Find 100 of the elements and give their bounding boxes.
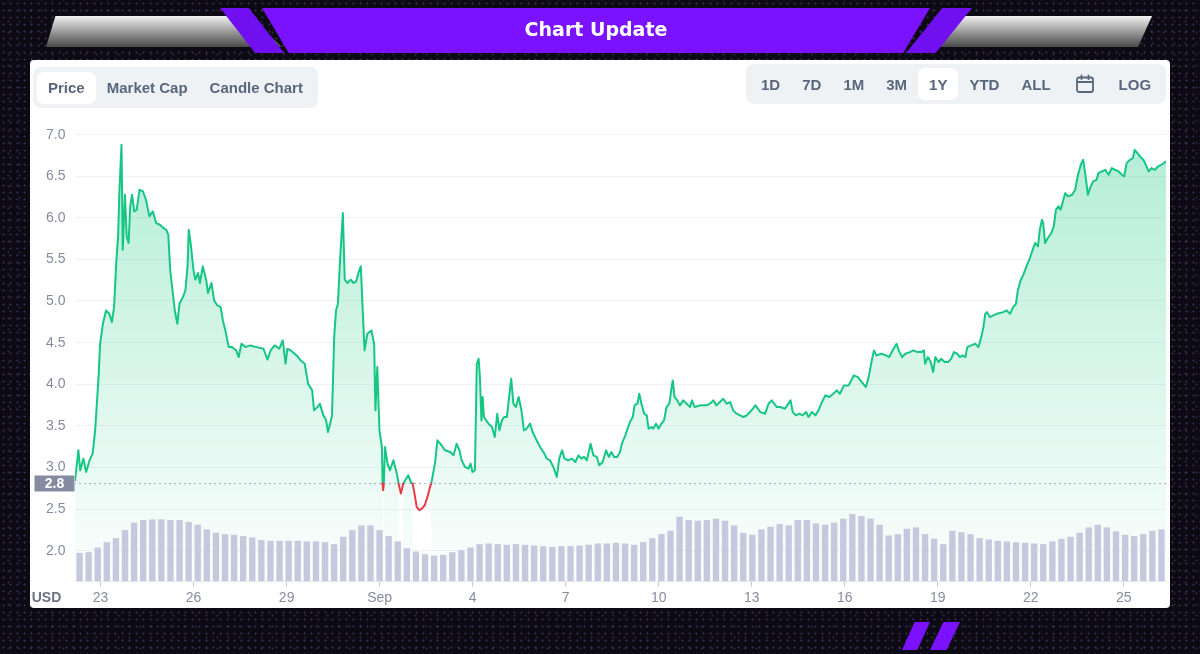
x-tick-label: 29 <box>278 588 295 605</box>
bar <box>821 524 829 581</box>
bar <box>140 520 147 581</box>
tab-button[interactable]: Price <box>37 71 96 104</box>
bar <box>930 538 938 581</box>
y-tick-label: 6.0 <box>46 208 66 225</box>
range-button[interactable]: LOG <box>1107 68 1163 100</box>
bar <box>258 540 265 581</box>
y-tick-label: 4.5 <box>46 333 66 350</box>
bar <box>394 541 401 581</box>
bar <box>1112 531 1120 581</box>
bar <box>458 550 465 581</box>
bar <box>594 543 601 581</box>
bar <box>130 522 138 581</box>
bar <box>112 538 120 581</box>
bar <box>403 548 411 581</box>
bar <box>621 543 629 581</box>
bar <box>667 530 674 581</box>
bar <box>1094 524 1101 581</box>
bar <box>949 530 956 581</box>
bar <box>967 534 974 581</box>
range-button[interactable]: 1D <box>750 68 792 100</box>
bar <box>712 518 720 581</box>
bar <box>885 535 892 581</box>
bar <box>721 520 729 581</box>
bar <box>1140 534 1147 581</box>
x-tick-label: 7 <box>561 588 570 605</box>
bar <box>476 544 483 581</box>
bar <box>521 544 529 581</box>
bar <box>1058 538 1065 581</box>
x-tick-label: 16 <box>836 588 853 605</box>
bar <box>194 524 201 581</box>
tab-button[interactable]: Candle Chart <box>198 71 314 104</box>
bar <box>367 525 374 581</box>
bar <box>876 524 883 581</box>
bar <box>358 525 365 581</box>
y-tick-label: 7.0 <box>46 125 66 142</box>
bar <box>430 555 438 581</box>
bar <box>794 520 801 581</box>
bar <box>276 540 283 581</box>
y-tick-label: 4.0 <box>46 375 66 392</box>
bar <box>185 522 192 581</box>
bar <box>158 519 165 581</box>
range-button[interactable]: 1Y <box>918 68 959 100</box>
bar <box>303 541 311 581</box>
bar <box>785 525 792 581</box>
ref-line-label: 2.8 <box>44 474 65 491</box>
bar <box>767 526 774 581</box>
bar <box>612 542 620 581</box>
y-tick-label: 6.5 <box>46 167 66 184</box>
bar <box>803 520 811 581</box>
bar <box>230 534 238 581</box>
bar <box>485 543 492 581</box>
bar <box>549 546 556 581</box>
range-button[interactable]: ALL <box>1010 68 1062 100</box>
bar <box>558 546 565 581</box>
range-button[interactable]: 3M <box>875 68 919 100</box>
range-button[interactable]: YTD <box>958 68 1011 100</box>
bar <box>858 516 865 581</box>
bar <box>176 520 183 581</box>
bar <box>321 542 329 581</box>
bar <box>812 523 820 581</box>
range-button[interactable]: 7D <box>791 68 833 100</box>
x-tick-label: Sep <box>367 588 393 605</box>
bar <box>1030 543 1038 581</box>
bar <box>1040 544 1047 581</box>
bar <box>1012 542 1020 581</box>
bar <box>294 540 301 581</box>
bar <box>912 527 920 581</box>
tab-button[interactable]: Market Cap <box>95 71 199 104</box>
bar <box>830 522 838 581</box>
bar <box>585 544 592 581</box>
bar <box>849 514 856 581</box>
bar <box>903 528 911 581</box>
bar <box>1067 536 1074 581</box>
bar <box>503 544 511 581</box>
bar <box>167 520 174 581</box>
bar <box>312 541 320 581</box>
x-tick-label: 4 <box>468 588 477 605</box>
bar <box>921 534 929 581</box>
bar <box>676 516 683 581</box>
bar <box>730 525 738 581</box>
bar <box>1085 527 1092 581</box>
bar <box>649 538 656 581</box>
bar <box>85 552 92 581</box>
x-tick-label: 23 <box>92 588 109 605</box>
bar <box>567 546 574 581</box>
bar <box>694 520 701 581</box>
bar <box>249 537 256 581</box>
bar <box>994 540 1001 581</box>
bar <box>940 544 947 581</box>
bar <box>958 532 965 581</box>
range-button[interactable]: 1M <box>832 68 876 100</box>
bar <box>512 544 520 581</box>
x-tick-label: 26 <box>185 588 202 605</box>
bar <box>576 545 583 581</box>
y-tick-label: 3.5 <box>46 416 66 433</box>
bar <box>385 536 392 581</box>
y-tick-label: 2.5 <box>46 500 66 517</box>
bar <box>267 540 274 581</box>
